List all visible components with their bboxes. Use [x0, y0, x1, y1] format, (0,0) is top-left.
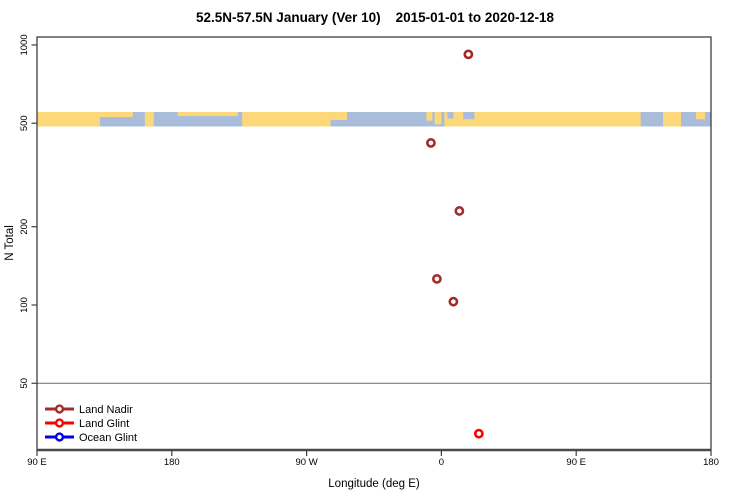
map-band-land-segment — [426, 112, 433, 121]
y-tick-label: 500 — [19, 115, 30, 131]
y-axis-title: N Total — [4, 225, 16, 261]
map-band-land-segment — [242, 112, 331, 127]
y-tick-label: 50 — [19, 378, 30, 389]
chart-title: 52.5N-57.5N January (Ver 10) 2015-01-01 … — [196, 10, 554, 25]
legend-label: Ocean Glint — [79, 432, 137, 444]
plot-box-border — [36, 36, 712, 451]
y-axis-ticks: 1000 500 200 100 50 — [19, 34, 37, 389]
map-band-land-segment — [696, 112, 706, 120]
scatter-point-land-nadir — [426, 138, 436, 148]
map-band-land-segment — [330, 112, 348, 120]
map-band-land-segment — [99, 112, 133, 118]
map-band-land-segment — [144, 112, 154, 127]
map-band-land-segment — [434, 112, 442, 125]
scatter-point-land-nadir — [448, 296, 459, 307]
legend-label: Land Glint — [79, 418, 129, 430]
map-band — [37, 112, 711, 127]
y-tick-label: 200 — [19, 219, 30, 235]
x-tick-label: 90 E — [566, 457, 586, 468]
x-tick-label: 180 — [164, 457, 180, 468]
legend-point-sample — [54, 418, 65, 428]
x-axis-ticks: 90 E 180 90 W 0 90 E 180 — [27, 450, 719, 468]
y-tick-label: 1000 — [19, 34, 30, 55]
map-band-land-segment — [37, 112, 100, 127]
legend: Land Nadir Land Glint Ocean Glint — [45, 404, 137, 444]
legend-label: Land Nadir — [79, 404, 133, 416]
map-band-ocean-inlet — [463, 112, 475, 120]
legend-point-sample — [54, 404, 65, 414]
map-band-ocean-inlet — [447, 112, 454, 119]
legend-point-sample — [54, 432, 65, 442]
scatter-point-land-nadir — [432, 274, 442, 284]
map-band-land-segment — [177, 112, 238, 117]
x-axis-title: Longitude (deg E) — [328, 478, 420, 490]
scatter-point-land-nadir — [463, 49, 474, 60]
data-points — [426, 49, 484, 439]
x-tick-label: 180 — [703, 457, 719, 468]
y-tick-label: 100 — [19, 297, 30, 313]
x-tick-label: 90 W — [296, 457, 318, 468]
map-band-land-segment — [444, 112, 641, 127]
scatter-point-land-nadir — [454, 206, 465, 216]
scatter-point-land-glint — [473, 428, 484, 439]
x-tick-label: 90 E — [27, 457, 47, 468]
map-band-land-segment — [663, 112, 682, 127]
x-tick-label: 0 — [439, 457, 444, 468]
